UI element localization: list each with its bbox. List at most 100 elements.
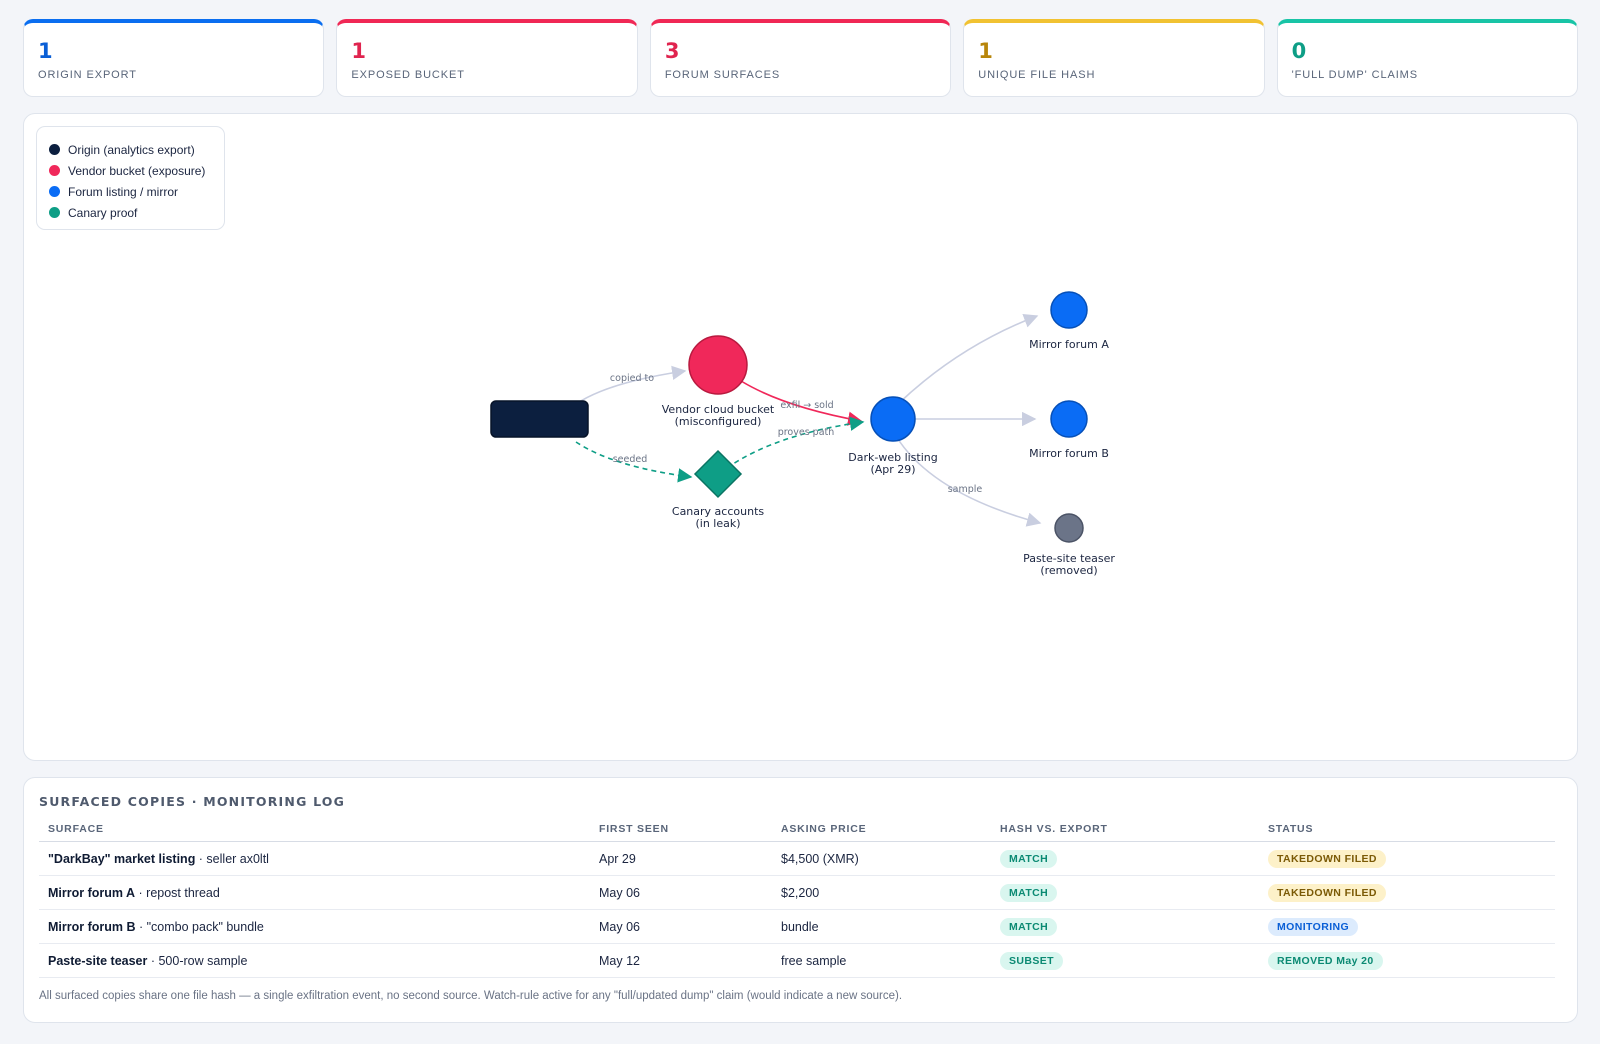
table-row[interactable]: "DarkBay" market listing · seller ax0ltl…: [39, 841, 1555, 876]
monitoring-log-panel: SURFACED COPIES · MONITORING LOG SURFACE…: [23, 777, 1578, 1023]
legend-dot: [49, 186, 60, 197]
legend-label: Origin (analytics export): [68, 142, 195, 157]
stat-label: ORIGIN EXPORT: [38, 69, 137, 81]
hash-cell: MATCH: [991, 909, 1259, 944]
edge-label-exfil-sold: exfil → sold: [780, 400, 833, 411]
edge-label-copied-to: copied to: [610, 373, 654, 384]
legend-dot: [49, 144, 60, 155]
provenance-graph-panel: copied to seeded exfil → sold proves pat…: [23, 113, 1578, 761]
node-canary-accounts[interactable]: [693, 449, 743, 499]
node-mirror-forum-b[interactable]: [1050, 400, 1088, 438]
column-header-first-seen[interactable]: FIRST SEEN: [590, 823, 772, 842]
log-title: SURFACED COPIES · MONITORING LOG: [39, 794, 346, 809]
surface-name: "DarkBay" market listing: [48, 851, 196, 866]
first-seen-cell: May 06: [590, 909, 772, 944]
legend-label: Forum listing / mirror: [68, 184, 179, 199]
stat-origin-export: 1 ORIGIN EXPORT: [23, 19, 325, 97]
surface-name: Mirror forum A: [48, 885, 136, 900]
node-mirror-forum-a[interactable]: [1050, 291, 1088, 329]
stat-full-dump-claims: 0 'FULL DUMP' CLAIMS: [1276, 19, 1579, 97]
node-label-darkweb-line2: (Apr 29): [870, 463, 915, 476]
legend-item-canary: Canary proof: [49, 202, 212, 223]
legend-item-forum: Forum listing / mirror: [49, 181, 212, 202]
stat-cards: 1 ORIGIN EXPORT 1 EXPOSED BUCKET 3 FORUM…: [23, 19, 1579, 97]
hash-badge: SUBSET: [1000, 951, 1063, 970]
edge-copied-to[interactable]: [575, 365, 687, 405]
stat-value: 1: [978, 39, 993, 63]
node-label-paste-line1: Paste-site teaser: [1023, 552, 1115, 565]
node-label-canary-line1: Canary accounts: [672, 505, 764, 518]
hash-badge: MATCH: [1000, 917, 1058, 936]
stat-value: 0: [1291, 39, 1307, 63]
first-seen-cell: May 06: [590, 875, 772, 910]
asking-price-cell: $2,200: [772, 875, 991, 910]
column-header-status[interactable]: STATUS: [1259, 823, 1555, 842]
status-cell: MONITORING: [1259, 909, 1555, 944]
node-label-darkweb-line1: Dark-web listing: [848, 451, 937, 464]
edge-proves-path[interactable]: [726, 416, 865, 469]
surface-detail: · "combo pack" bundle: [135, 919, 264, 934]
legend-item-origin: Origin (analytics export): [49, 139, 212, 160]
edge-label-seeded: seeded: [613, 454, 648, 465]
node-label-mirror-b: Mirror forum B: [1029, 447, 1109, 460]
node-label-canary-line2: (in leak): [695, 517, 740, 530]
hash-cell: SUBSET: [991, 943, 1259, 978]
surface-cell: Mirror forum B · "combo pack" bundle: [39, 909, 590, 944]
column-header-hash[interactable]: HASH VS. EXPORT: [991, 823, 1259, 842]
table-row[interactable]: Paste-site teaser · 500-row sample May 1…: [39, 943, 1555, 978]
column-header-surface[interactable]: SURFACE: [39, 823, 590, 842]
node-paste-site-teaser[interactable]: [1054, 513, 1084, 543]
edge-label-sample: sample: [948, 484, 983, 495]
legend-item-vendor-bucket: Vendor bucket (exposure): [49, 160, 212, 181]
edge-exfil-sold[interactable]: [740, 380, 863, 426]
surface-detail: · repost thread: [135, 885, 220, 900]
edge-sample[interactable]: [895, 435, 1042, 527]
monitoring-log-table: SURFACE FIRST SEEN ASKING PRICE HASH VS.…: [39, 823, 1555, 978]
surface-cell: Paste-site teaser · 500-row sample: [39, 943, 590, 978]
legend-dot: [49, 207, 60, 218]
legend-label: Vendor bucket (exposure): [68, 163, 206, 178]
status-cell: TAKEDOWN FILED: [1259, 841, 1555, 876]
node-label-bucket-line1: Vendor cloud bucket: [662, 403, 775, 416]
column-header-asking-price[interactable]: ASKING PRICE: [772, 823, 991, 842]
status-badge: MONITORING: [1268, 917, 1359, 936]
surface-cell: "DarkBay" market listing · seller ax0ltl: [39, 841, 590, 876]
hash-cell: MATCH: [991, 841, 1259, 876]
node-label-mirror-a: Mirror forum A: [1029, 338, 1109, 351]
node-origin-export[interactable]: [490, 400, 589, 438]
stat-forum-surfaces: 3 FORUM SURFACES: [649, 19, 952, 97]
surface-cell: Mirror forum A · repost thread: [39, 875, 590, 910]
hash-cell: MATCH: [991, 875, 1259, 910]
node-dark-web-listing[interactable]: [870, 396, 916, 442]
status-cell: REMOVED May 20: [1259, 943, 1555, 978]
edge-label-proves-path: proves path: [778, 427, 835, 438]
stat-label: 'FULL DUMP' CLAIMS: [1291, 69, 1418, 81]
stat-value: 1: [38, 39, 53, 63]
first-seen-cell: May 12: [590, 943, 772, 978]
legend-dot: [49, 165, 60, 176]
asking-price-cell: $4,500 (XMR): [772, 841, 991, 876]
table-row[interactable]: Mirror forum A · repost thread May 06 $2…: [39, 875, 1555, 910]
surface-detail: · seller ax0ltl: [195, 851, 269, 866]
hash-badge: MATCH: [1000, 849, 1058, 868]
node-vendor-bucket[interactable]: [688, 335, 748, 395]
first-seen-cell: Apr 29: [590, 841, 772, 876]
status-badge: TAKEDOWN FILED: [1268, 849, 1386, 868]
graph-legend: Origin (analytics export) Vendor bucket …: [36, 126, 225, 230]
table-row[interactable]: Mirror forum B · "combo pack" bundle May…: [39, 909, 1555, 944]
log-footnote: All surfaced copies share one file hash …: [39, 990, 903, 1002]
hash-badge: MATCH: [1000, 883, 1058, 902]
status-badge: TAKEDOWN FILED: [1268, 883, 1386, 902]
provenance-graph[interactable]: copied to seeded exfil → sold proves pat…: [24, 114, 1579, 762]
edge-to-mirror-a[interactable]: [897, 313, 1039, 405]
legend-label: Canary proof: [68, 205, 138, 220]
stat-unique-file-hash: 1 UNIQUE FILE HASH: [963, 19, 1265, 97]
asking-price-cell: free sample: [772, 943, 991, 978]
node-label-paste-line2: (removed): [1040, 564, 1097, 577]
status-cell: TAKEDOWN FILED: [1259, 875, 1555, 910]
surface-detail: · 500-row sample: [147, 953, 248, 968]
table-header-row: SURFACE FIRST SEEN ASKING PRICE HASH VS.…: [39, 823, 1555, 842]
stat-label: EXPOSED BUCKET: [351, 69, 465, 81]
stat-label: FORUM SURFACES: [664, 69, 781, 81]
edge-seeded[interactable]: [575, 441, 693, 483]
